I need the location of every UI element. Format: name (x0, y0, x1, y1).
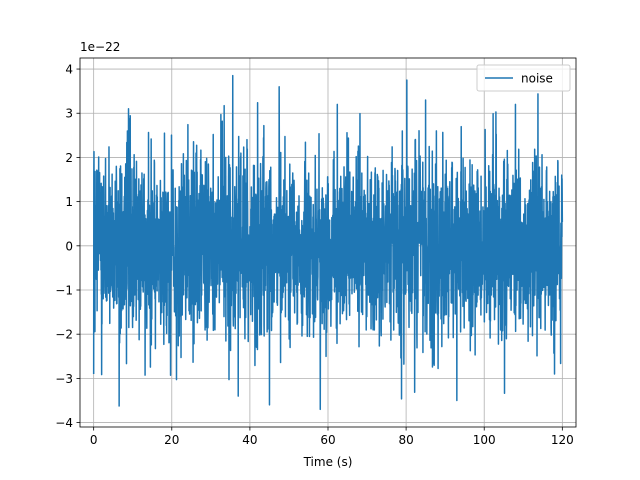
x-tick-label: 120 (551, 433, 574, 447)
y-tick-label: 4 (65, 63, 73, 77)
y-tick-label: −1 (55, 284, 73, 298)
x-tick-label: 0 (90, 433, 98, 447)
y-axis-ticks: −4 −3 −2 −1 0 1 2 3 4 (55, 63, 80, 430)
series-line-noise (92, 74, 564, 411)
y-tick-label: −3 (55, 372, 73, 386)
y-tick-label: 3 (65, 107, 73, 121)
y-tick-label: −2 (55, 328, 73, 342)
y-axis-scale-offset: 1e−22 (80, 40, 120, 54)
legend-label-noise: noise (521, 72, 553, 86)
y-tick-label: 1 (65, 195, 73, 209)
x-tick-label: 80 (398, 433, 413, 447)
x-axis-ticks: 0 20 40 60 80 100 120 (90, 427, 574, 447)
legend: noise (476, 64, 571, 92)
y-tick-label: 2 (65, 151, 73, 165)
x-tick-label: 40 (242, 433, 257, 447)
y-tick-label: −4 (55, 416, 73, 430)
x-axis-title: Time (s) (303, 455, 353, 469)
series-layer (92, 74, 564, 411)
legend-box (476, 64, 571, 92)
x-tick-label: 60 (320, 433, 335, 447)
x-tick-label: 100 (473, 433, 496, 447)
x-tick-label: 20 (164, 433, 179, 447)
y-tick-label: 0 (65, 239, 73, 253)
